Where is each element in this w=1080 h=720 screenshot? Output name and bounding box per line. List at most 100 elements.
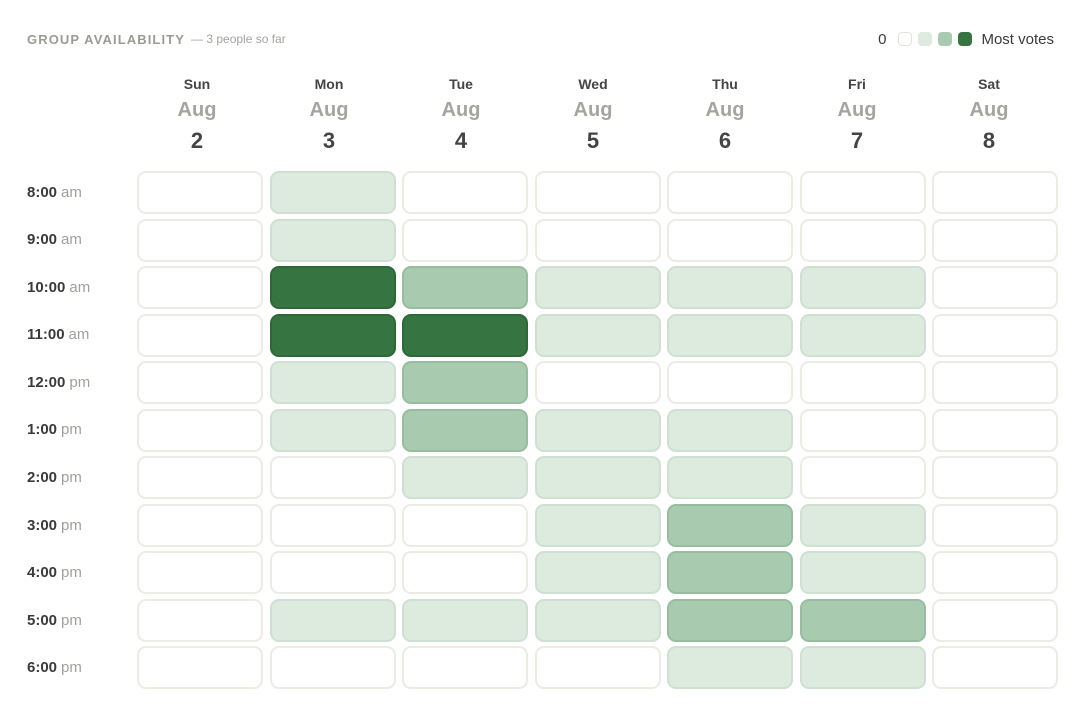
slot-tue-1100am[interactable] (402, 313, 528, 357)
slot-sat-200pm[interactable] (932, 456, 1058, 499)
day-of-week: Mon (314, 76, 344, 92)
slot-thu-600pm[interactable] (667, 646, 793, 689)
slot-fri-400pm[interactable] (799, 551, 926, 594)
slot-tue-800am[interactable] (402, 171, 528, 214)
day-header-sun: Sun Aug 2 (134, 74, 260, 156)
slot-sun-100pm[interactable] (137, 408, 263, 452)
slot-mon-1000am[interactable] (269, 266, 396, 309)
time-hour: 5:00 (27, 611, 58, 629)
day-date: 2 (190, 128, 204, 153)
slot-wed-1200pm[interactable] (534, 361, 661, 404)
slot-sat-1000am[interactable] (932, 266, 1058, 309)
time-hour: 2:00 (27, 469, 58, 487)
day-date: 5 (586, 128, 600, 153)
slot-mon-1100am[interactable] (269, 313, 396, 357)
slot-wed-1100am[interactable] (534, 313, 661, 357)
slot-sun-500pm[interactable] (137, 598, 263, 642)
time-label: 9:00 am (27, 218, 90, 262)
slot-tue-600pm[interactable] (402, 646, 528, 689)
slot-mon-300pm[interactable] (269, 503, 396, 547)
day-of-week: Thu (712, 76, 738, 92)
slot-sat-1100am[interactable] (932, 313, 1058, 357)
slot-sun-400pm[interactable] (137, 551, 263, 594)
slot-sun-1100am[interactable] (137, 313, 263, 357)
slot-mon-500pm[interactable] (269, 598, 396, 642)
slot-mon-1200pm[interactable] (269, 361, 396, 404)
slot-tue-1200pm[interactable] (402, 361, 528, 404)
time-meridiem: pm (61, 611, 82, 629)
slot-fri-300pm[interactable] (799, 503, 926, 547)
slot-sun-200pm[interactable] (137, 456, 263, 499)
slot-sun-1200pm[interactable] (137, 361, 263, 404)
slot-tue-400pm[interactable] (402, 551, 528, 594)
time-label: 10:00 am (27, 265, 90, 309)
slot-sun-300pm[interactable] (137, 503, 263, 547)
day-header-tue: Tue Aug 4 (398, 74, 524, 156)
time-label: 4:00 pm (27, 551, 90, 595)
slot-thu-400pm[interactable] (667, 551, 793, 594)
slot-sun-900am[interactable] (137, 218, 263, 262)
slot-mon-800am[interactable] (269, 171, 396, 214)
header: GROUP AVAILABILITY — 3 people so far (27, 28, 286, 50)
slot-wed-600pm[interactable] (534, 646, 661, 689)
time-hour: 4:00 (27, 564, 58, 582)
slot-thu-1000am[interactable] (667, 266, 793, 309)
slot-thu-300pm[interactable] (667, 503, 793, 547)
slot-fri-100pm[interactable] (799, 408, 926, 452)
slot-sun-1000am[interactable] (137, 266, 263, 309)
time-label: 3:00 pm (27, 503, 90, 547)
time-meridiem: pm (61, 564, 82, 582)
slot-sat-400pm[interactable] (932, 551, 1058, 594)
slot-mon-100pm[interactable] (269, 408, 396, 452)
slot-fri-1100am[interactable] (799, 313, 926, 357)
slot-thu-1200pm[interactable] (667, 361, 793, 404)
slot-tue-300pm[interactable] (402, 503, 528, 547)
time-hour: 3:00 (27, 516, 58, 534)
slot-wed-400pm[interactable] (534, 551, 661, 594)
slot-wed-800am[interactable] (534, 171, 661, 214)
slot-tue-500pm[interactable] (402, 598, 528, 642)
legend-swatch-3 (958, 32, 973, 46)
time-meridiem: pm (61, 659, 82, 677)
slot-wed-200pm[interactable] (534, 456, 661, 499)
slot-fri-900am[interactable] (799, 218, 926, 262)
slot-sun-800am[interactable] (137, 171, 263, 214)
slot-tue-900am[interactable] (402, 218, 528, 262)
slot-mon-600pm[interactable] (269, 646, 396, 689)
slot-sat-1200pm[interactable] (932, 361, 1058, 404)
slot-mon-900am[interactable] (269, 218, 396, 262)
slot-tue-100pm[interactable] (402, 408, 528, 452)
slot-wed-300pm[interactable] (534, 503, 661, 547)
slot-sat-300pm[interactable] (932, 503, 1058, 547)
day-month: Aug (837, 99, 877, 121)
slot-tue-1000am[interactable] (402, 266, 528, 309)
slot-thu-900am[interactable] (667, 218, 793, 262)
time-meridiem: pm (61, 516, 82, 534)
slot-fri-1200pm[interactable] (799, 361, 926, 404)
slot-sat-600pm[interactable] (932, 646, 1058, 689)
slot-fri-200pm[interactable] (799, 456, 926, 499)
slot-wed-500pm[interactable] (534, 598, 661, 642)
slot-fri-500pm[interactable] (799, 598, 926, 642)
slot-tue-200pm[interactable] (402, 456, 528, 499)
slot-fri-1000am[interactable] (799, 266, 926, 309)
slot-sat-900am[interactable] (932, 218, 1058, 262)
slot-sat-500pm[interactable] (932, 598, 1058, 642)
slot-mon-400pm[interactable] (269, 551, 396, 594)
slot-wed-900am[interactable] (534, 218, 661, 262)
slot-thu-100pm[interactable] (667, 408, 793, 452)
slot-thu-1100am[interactable] (667, 313, 793, 357)
slot-wed-100pm[interactable] (534, 408, 661, 452)
legend-swatch-1 (918, 32, 933, 46)
slot-thu-200pm[interactable] (667, 456, 793, 499)
page-title: GROUP AVAILABILITY (27, 31, 185, 47)
slot-fri-800am[interactable] (799, 171, 926, 214)
slot-wed-1000am[interactable] (534, 266, 661, 309)
slot-sun-600pm[interactable] (137, 646, 263, 689)
slot-mon-200pm[interactable] (269, 456, 396, 499)
slot-sat-800am[interactable] (932, 171, 1058, 214)
slot-fri-600pm[interactable] (799, 646, 926, 689)
slot-sat-100pm[interactable] (932, 408, 1058, 452)
slot-thu-800am[interactable] (667, 171, 793, 214)
slot-thu-500pm[interactable] (667, 598, 793, 642)
